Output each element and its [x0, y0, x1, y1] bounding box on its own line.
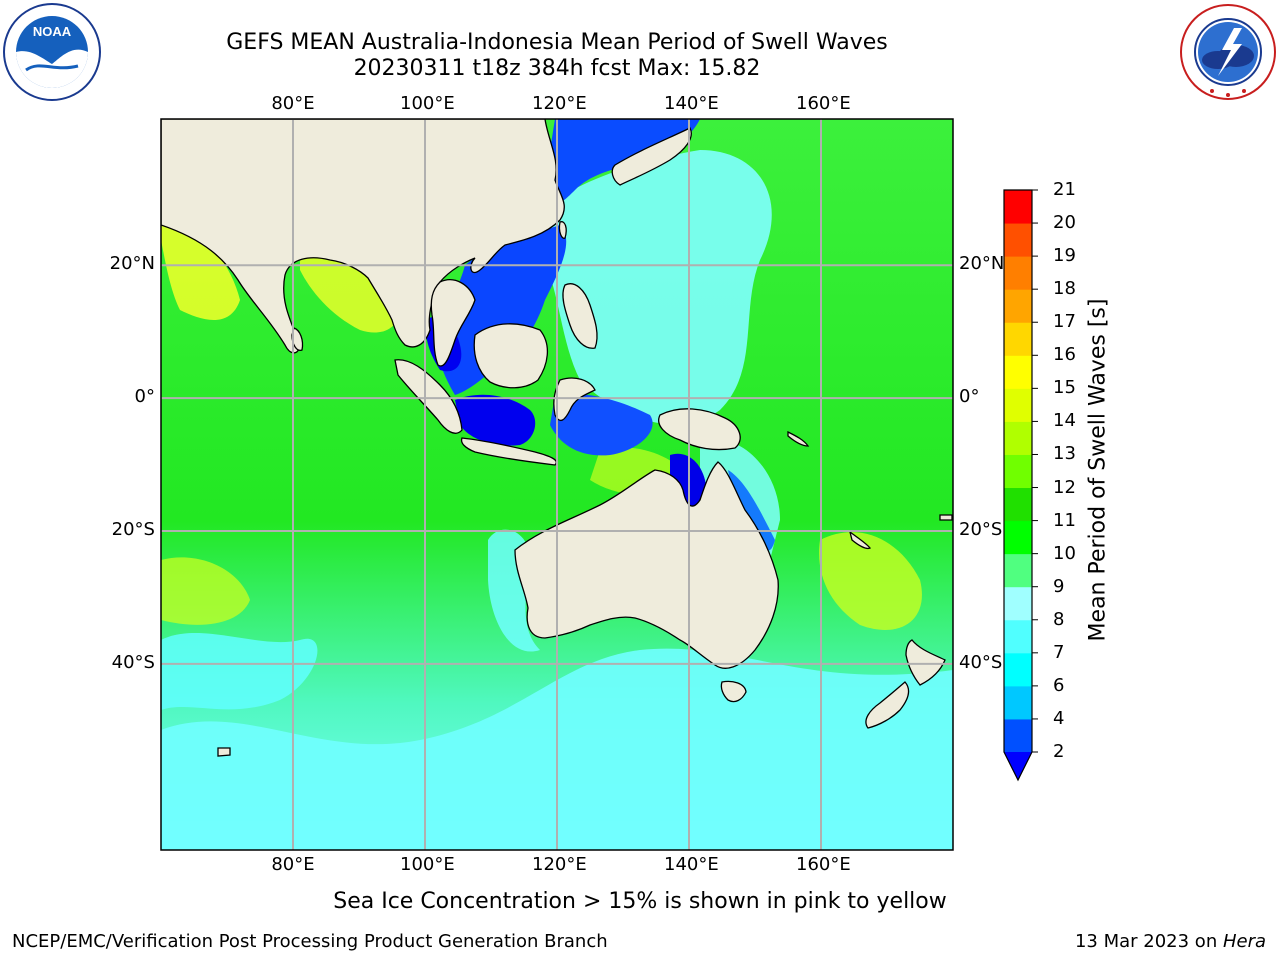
graticule — [161, 119, 953, 850]
colorbar-segment — [1004, 289, 1032, 323]
lon-tick-label: 80°E — [271, 93, 315, 114]
colorbar-segment — [1004, 718, 1032, 753]
colorbar-tick-label: 8 — [1053, 608, 1065, 630]
noaa-logo: NOAA — [3, 3, 101, 101]
colorbar-tick-label: 7 — [1053, 641, 1065, 663]
solomon-islands — [787, 430, 810, 447]
colorbar-segment — [1004, 586, 1032, 621]
colorbar-tick-label: 16 — [1053, 344, 1076, 366]
land-masses — [161, 119, 953, 757]
colorbar-outline — [1003, 189, 1033, 782]
lat-tick-label: 0° — [134, 386, 155, 408]
colorbar-segment — [1004, 190, 1032, 224]
australia-landmass — [514, 461, 779, 669]
sulawesi-island — [553, 377, 596, 422]
chart-subtitle: 20230311 t18z 384h fcst Max: 15.82 — [353, 56, 761, 81]
sea-ice-footnote: Sea Ice Concentration > 15% is shown in … — [333, 889, 947, 914]
lon-tick-label: 100°E — [400, 93, 455, 114]
lat-tick-label: 40°S — [111, 651, 155, 673]
new-caledonia-island — [848, 530, 872, 550]
asia-landmass — [161, 119, 565, 354]
colorbar-segment — [1004, 619, 1032, 654]
pacific-cyan-area — [540, 150, 772, 425]
colorbar-segment — [1004, 553, 1032, 588]
colorbar-label: Mean Period of Swell Waves [s] — [1085, 298, 1111, 642]
colorbar-tick-label: 2 — [1053, 741, 1065, 762]
colorbar-segment — [1004, 421, 1032, 455]
colorbar-tick-label: 4 — [1053, 707, 1065, 729]
nws-logo — [1180, 4, 1276, 100]
lon-tick-label: 120°E — [532, 93, 587, 114]
japan-islands — [611, 127, 692, 186]
indochina-peninsula — [430, 279, 476, 367]
lat-tick-label: 20°S — [111, 519, 155, 541]
colorbar-segment — [1004, 322, 1032, 356]
machine-name: Hera — [1222, 931, 1266, 952]
lat-tick-label: 0° — [959, 386, 980, 408]
lon-tick-label: 160°E — [796, 93, 851, 114]
south-china-sea-low-period — [435, 225, 567, 395]
new-zealand-north-island — [905, 639, 946, 686]
java-island — [460, 437, 557, 466]
new-zealand-south-island — [865, 681, 910, 729]
colorbar-segment — [1004, 520, 1032, 555]
credit-line: NCEP/EMC/Verification Post Processing Pr… — [12, 931, 608, 952]
colorbar-tick-label: 10 — [1053, 542, 1076, 564]
colorbar-tick-label: 14 — [1053, 410, 1076, 432]
colorbar-segment — [1004, 454, 1032, 489]
lat-tick-label: 40°S — [959, 651, 1003, 673]
lon-tick-label: 120°E — [532, 854, 587, 875]
colorbar-tick-label: 15 — [1053, 377, 1076, 399]
colorbar-segment — [1004, 223, 1032, 257]
lat-tick-label: 20°S — [959, 519, 1003, 541]
colorbar-tick-label: 12 — [1053, 476, 1076, 498]
lon-tick-label: 140°E — [664, 93, 719, 114]
lon-tick-label: 80°E — [271, 854, 315, 875]
colorbar-segment — [1004, 685, 1032, 720]
chart-title: GEFS MEAN Australia-Indonesia Mean Perio… — [226, 30, 888, 55]
colorbar-segment — [1004, 487, 1032, 522]
lat-tick-label: 20°N — [109, 253, 155, 275]
colorbar-tick-label: 11 — [1053, 509, 1076, 531]
lon-tick-label: 160°E — [796, 854, 851, 875]
sumatra-island — [394, 359, 463, 434]
noaa-logo-text: NOAA — [33, 24, 72, 39]
new-guinea-island — [658, 408, 741, 451]
colorbar-segment — [1004, 256, 1032, 290]
colorbar-tick-label: 21 — [1053, 179, 1076, 200]
borneo-island — [473, 323, 548, 389]
yellow-high-period — [161, 225, 240, 320]
taiwan-island — [558, 221, 567, 239]
lon-tick-label: 140°E — [664, 854, 719, 875]
colorbar-tick-label: 9 — [1053, 575, 1065, 597]
colorbar-under-triangle — [1004, 752, 1032, 780]
colorbar-tick-label: 19 — [1053, 245, 1076, 267]
date-text: 13 Mar 2023 on — [1074, 931, 1223, 952]
colorbar-segment — [1004, 388, 1032, 422]
colorbar-tick-label: 13 — [1053, 443, 1076, 465]
colorbar-tick-label: 18 — [1053, 278, 1076, 300]
lon-tick-label: 100°E — [400, 854, 455, 875]
colorbar-tick-label: 17 — [1053, 311, 1076, 333]
colorbar — [1003, 189, 1038, 782]
colorbar-segment — [1004, 652, 1032, 687]
java-sea-low-period — [455, 394, 536, 446]
date-line: 13 Mar 2023 on Hera — [1075, 931, 1266, 952]
colorbar-segment — [1004, 355, 1032, 389]
colorbar-tick-label: 6 — [1053, 674, 1065, 696]
map-frame — [160, 118, 954, 851]
lat-tick-label: 20°N — [959, 253, 1005, 275]
colorbar-tick-label: 20 — [1053, 212, 1076, 234]
tasmania-island — [720, 680, 747, 703]
philippines-islands — [562, 283, 598, 349]
